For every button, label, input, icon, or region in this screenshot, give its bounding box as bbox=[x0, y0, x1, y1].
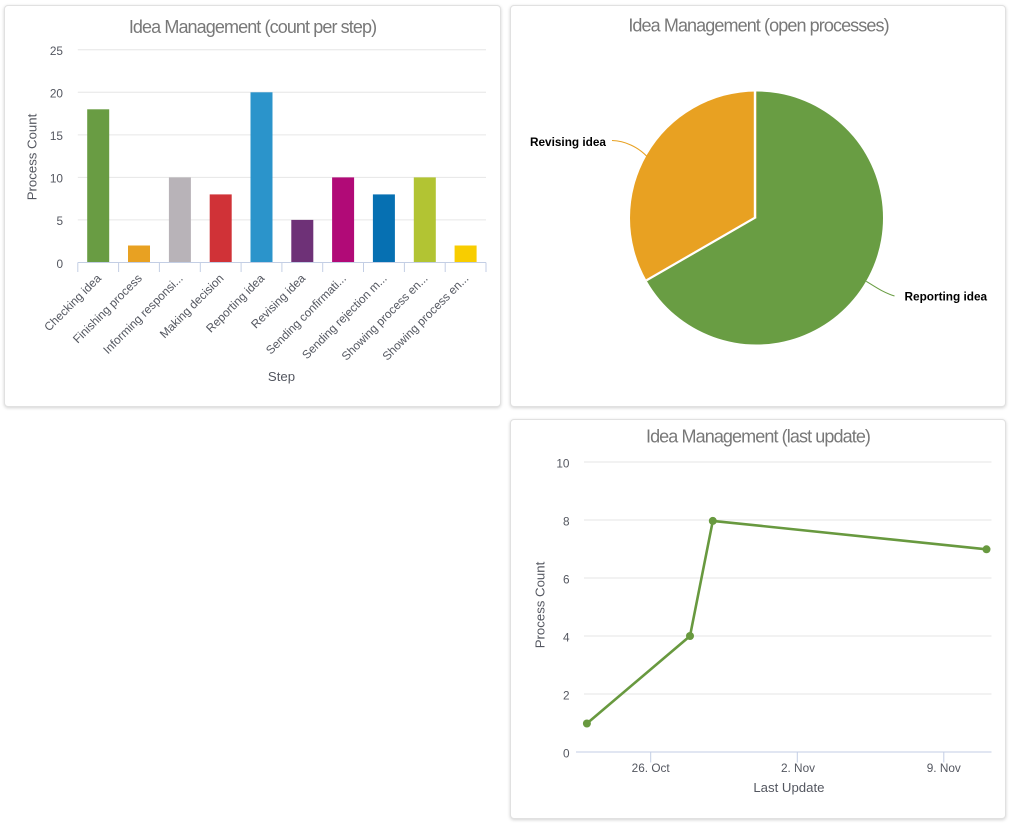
svg-text:4: 4 bbox=[563, 630, 570, 644]
svg-text:Process Count: Process Count bbox=[25, 113, 40, 200]
svg-text:Idea Management (open processe: Idea Management (open processes) bbox=[628, 16, 888, 36]
svg-text:Reporting idea: Reporting idea bbox=[905, 290, 988, 304]
svg-text:20: 20 bbox=[50, 87, 64, 101]
svg-text:Finishing process: Finishing process bbox=[70, 271, 145, 346]
svg-text:10: 10 bbox=[556, 456, 570, 470]
svg-text:6: 6 bbox=[563, 572, 570, 586]
svg-text:0: 0 bbox=[56, 257, 63, 271]
svg-text:2: 2 bbox=[563, 688, 570, 702]
svg-text:9. Nov: 9. Nov bbox=[927, 761, 961, 775]
svg-text:Revising idea: Revising idea bbox=[530, 135, 606, 149]
svg-text:Idea Management (count per ste: Idea Management (count per step) bbox=[129, 17, 376, 37]
svg-text:15: 15 bbox=[50, 129, 64, 143]
svg-text:Process Count: Process Count bbox=[533, 561, 548, 648]
svg-text:5: 5 bbox=[56, 214, 63, 228]
svg-text:2. Nov: 2. Nov bbox=[781, 761, 815, 775]
svg-text:26. Oct: 26. Oct bbox=[632, 761, 671, 775]
svg-text:10: 10 bbox=[50, 172, 64, 186]
svg-text:0: 0 bbox=[563, 746, 570, 760]
svg-text:Idea Management (last update): Idea Management (last update) bbox=[646, 427, 870, 447]
svg-text:8: 8 bbox=[563, 514, 570, 528]
svg-text:25: 25 bbox=[50, 44, 64, 58]
svg-text:Step: Step bbox=[268, 369, 295, 384]
svg-text:Last Update: Last Update bbox=[753, 780, 824, 795]
